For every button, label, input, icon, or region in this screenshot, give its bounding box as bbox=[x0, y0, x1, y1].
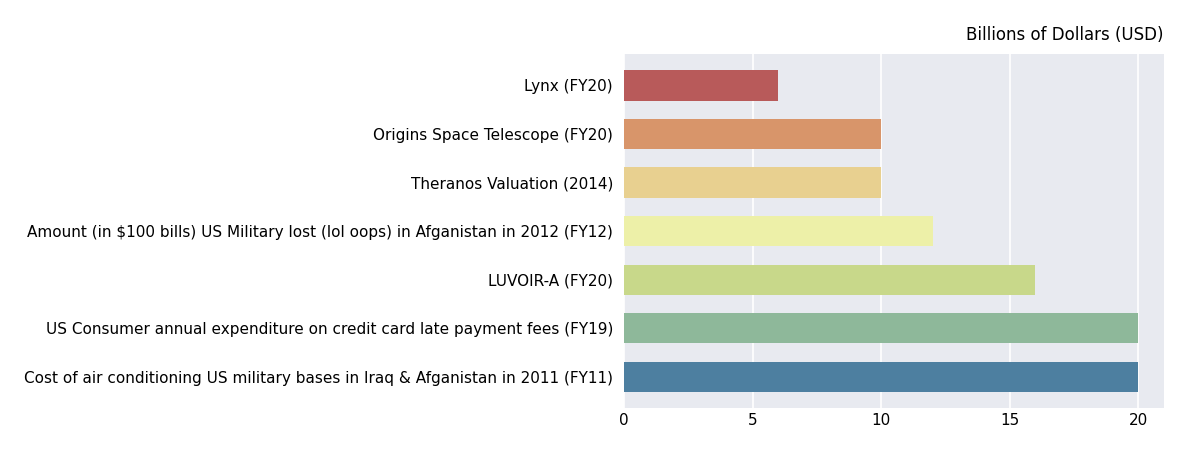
Bar bbox=[624, 361, 1139, 392]
Bar bbox=[624, 70, 779, 101]
Bar bbox=[624, 168, 881, 198]
Bar bbox=[624, 216, 932, 246]
Bar bbox=[624, 313, 1139, 343]
Bar bbox=[624, 119, 881, 149]
Text: Billions of Dollars (USD): Billions of Dollars (USD) bbox=[966, 26, 1164, 44]
Bar bbox=[624, 265, 1036, 294]
